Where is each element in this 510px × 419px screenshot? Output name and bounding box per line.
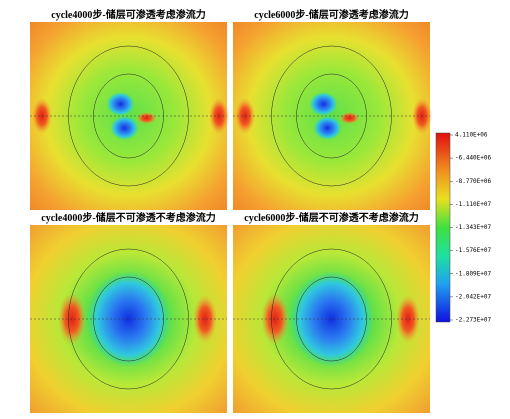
colorbar-label: -2.042E+07 (455, 293, 492, 300)
high-zone (136, 112, 157, 124)
low-zone (110, 116, 139, 140)
low-zone (313, 116, 342, 140)
low-zone (86, 271, 171, 367)
colorbar-label: -1.576E+07 (455, 247, 492, 254)
contour-line (68, 45, 189, 187)
colorbar (435, 132, 451, 323)
low-zone (106, 92, 135, 116)
contour-panel: cycle6000步-储层不可渗透不考虑渗流力 (233, 211, 430, 413)
high-zone (193, 295, 217, 343)
colorbar-label: -2.273E+07 (455, 317, 492, 324)
panels: cycle4000步-储层可渗透考虑渗流力 cycle6000步-储层可渗透考虑渗… (30, 8, 432, 413)
contour-panel: cycle4000步-储层不可渗透不考虑渗流力 (30, 211, 227, 413)
colorbar-label: -6.440E+06 (455, 155, 492, 162)
colorbar-label: 4.110E+06 (455, 132, 488, 139)
high-zone (396, 295, 420, 343)
colorbar-label: -8.770E+06 (455, 178, 492, 185)
colorbar-labels: 4.110E+06 -6.440E+06 -8.770E+06 -1.110E+07 -… (450, 132, 492, 324)
contour-line (68, 248, 189, 390)
colorbar-label: -1.343E+07 (455, 224, 492, 231)
panel-title: cycle4000步-储层不可渗透不考虑渗流力 (41, 211, 215, 224)
contour-line (271, 45, 392, 187)
high-zone (339, 112, 360, 124)
low-zone (309, 92, 338, 116)
colorbar-label: -1.809E+07 (455, 270, 492, 277)
contour-panel: cycle6000步-储层可渗透考虑渗流力 (233, 8, 432, 210)
panel-title: cycle6000步-储层不可渗透不考虑渗流力 (244, 211, 418, 224)
low-zone (289, 271, 374, 367)
contour-line (271, 248, 392, 390)
panel-title: cycle6000步-储层可渗透考虑渗流力 (254, 8, 408, 21)
panel-title: cycle4000步-储层可渗透考虑渗流力 (51, 8, 205, 21)
colorbar-label: -1.110E+07 (455, 201, 492, 208)
contour-panel: cycle4000步-储层可渗透考虑渗流力 (30, 8, 229, 210)
